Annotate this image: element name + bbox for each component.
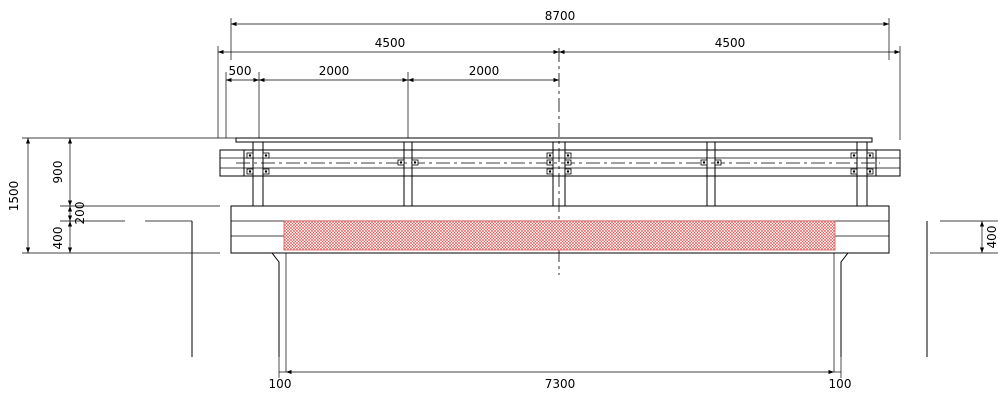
dim-height-rail: 900	[51, 161, 65, 184]
right-height-dimension: 400	[930, 220, 998, 254]
post-1	[252, 141, 264, 207]
post-4	[706, 141, 716, 207]
post-2	[403, 141, 413, 207]
dim-post-spacing-2: 2000	[469, 64, 500, 78]
dim-height-deck-right: 400	[985, 226, 998, 249]
deck-slab	[230, 205, 890, 254]
post-5	[856, 141, 868, 207]
dim-height-deck: 400	[51, 227, 65, 250]
top-dimensions: 8700 4500 4500 500 2000 2000	[217, 9, 901, 275]
left-height-dimensions: 1500 900 200 400	[7, 137, 236, 254]
guardrail	[219, 137, 901, 207]
bolts	[246, 152, 874, 175]
dim-overall-width: 8700	[545, 9, 576, 23]
dim-bottom-right-offset: 100	[829, 377, 852, 391]
dim-end-offset: 500	[229, 64, 252, 78]
supports	[191, 221, 928, 372]
bottom-dimensions: 100 7300 100	[269, 357, 852, 391]
dim-post-spacing-1: 2000	[319, 64, 350, 78]
dim-bottom-left-offset: 100	[269, 377, 292, 391]
dim-half-left: 4500	[375, 36, 406, 50]
hatched-region	[283, 220, 836, 251]
dim-half-right: 4500	[715, 36, 746, 50]
dim-height-gap: 200	[73, 202, 87, 225]
dim-bottom-span: 7300	[545, 377, 576, 391]
dim-height-total: 1500	[7, 181, 21, 212]
